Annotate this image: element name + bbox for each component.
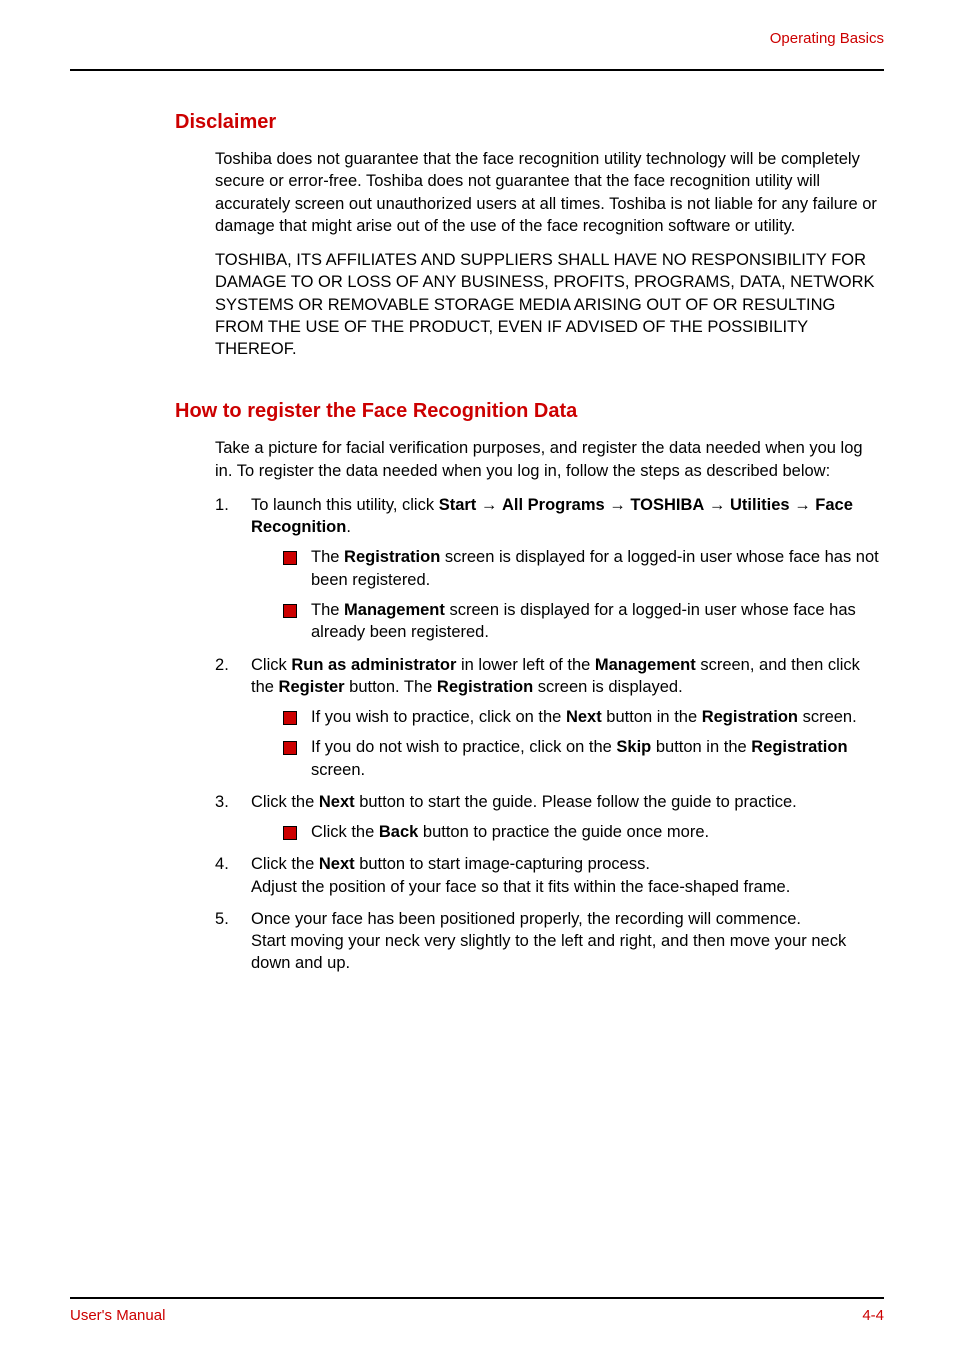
step-2-sub-1: If you wish to practice, click on the Ne… [283, 706, 884, 728]
step-3-sublist: Click the Back button to practice the gu… [251, 821, 884, 843]
step-2-sub-2: If you do not wish to practice, click on… [283, 736, 884, 781]
howto-intro: Take a picture for facial verification p… [215, 437, 884, 482]
step-5-text: Once your face has been positioned prope… [251, 910, 846, 973]
step-1-sub-1: The Registration screen is displayed for… [283, 546, 884, 591]
steps-list: To launch this utility, click Start → Al… [215, 494, 884, 975]
step-2: Click Run as administrator in lower left… [215, 654, 884, 781]
step-5: Once your face has been positioned prope… [215, 908, 884, 975]
step-3-text: Click the Next button to start the guide… [251, 793, 797, 811]
step-4-text: Click the Next button to start image-cap… [251, 855, 790, 895]
disclaimer-p1: Toshiba does not guarantee that the face… [215, 148, 884, 237]
step-4: Click the Next button to start image-cap… [215, 853, 884, 898]
header-rule [70, 69, 884, 71]
step-1-sublist: The Registration screen is displayed for… [251, 546, 884, 643]
step-1: To launch this utility, click Start → Al… [215, 494, 884, 644]
footer: User's Manual 4-4 [70, 1297, 884, 1324]
header-right: Operating Basics [70, 30, 884, 53]
step-2-sublist: If you wish to practice, click on the Ne… [251, 706, 884, 781]
footer-right: 4-4 [862, 1307, 884, 1324]
step-2-text: Click Run as administrator in lower left… [251, 656, 860, 696]
step-1-text: To launch this utility, click Start → Al… [251, 496, 853, 536]
disclaimer-p2: TOSHIBA, ITS AFFILIATES AND SUPPLIERS SH… [215, 249, 884, 360]
footer-left: User's Manual [70, 1307, 165, 1324]
step-3: Click the Next button to start the guide… [215, 791, 884, 844]
howto-heading: How to register the Face Recognition Dat… [175, 400, 884, 423]
step-3-sub-1: Click the Back button to practice the gu… [283, 821, 884, 843]
disclaimer-heading: Disclaimer [175, 111, 884, 134]
step-1-sub-2: The Management screen is displayed for a… [283, 599, 884, 644]
